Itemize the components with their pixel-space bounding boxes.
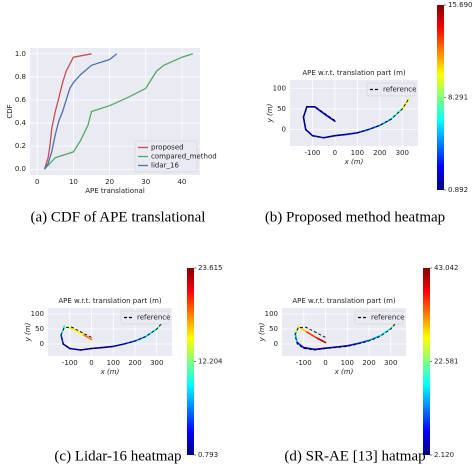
y-tick-label: 0 <box>274 340 278 348</box>
legend-label: compared_method <box>151 153 217 161</box>
colorbar-tick-label: 43.042 <box>434 264 459 272</box>
series-line <box>43 53 92 170</box>
trajectory-segment <box>379 327 392 337</box>
colorbar <box>437 5 444 190</box>
trajectory-segment <box>346 342 359 347</box>
series-line <box>303 98 410 139</box>
y-tick-label: 50 <box>269 325 278 333</box>
y-tick-label: 0.4 <box>15 119 27 127</box>
trajectory-segment <box>71 328 84 336</box>
x-tick-label: -100 <box>62 359 78 367</box>
trajectory-segment <box>297 325 307 333</box>
y-tick-label: 0.0 <box>15 165 26 173</box>
y-axis-label: y (m) <box>258 322 266 342</box>
y-tick-label: 0 <box>282 126 286 134</box>
caption: (a) CDF of APE translational <box>31 209 206 225</box>
colorbar-tick-label: 15.690 <box>448 1 473 9</box>
x-tick-label: 10 <box>69 178 78 186</box>
caption: (d) SR-AE [13] hatmap <box>284 448 425 464</box>
x-tick-label: 0 <box>89 359 93 367</box>
trajectory-segment <box>305 330 318 339</box>
colorbar-tick-label: 22.581 <box>434 358 459 366</box>
x-tick-label: 100 <box>351 149 364 157</box>
legend-box <box>354 310 404 325</box>
x-tick-label: -100 <box>305 149 321 157</box>
chart-title: APE w.r.t. translation part (m) <box>292 297 396 305</box>
chart-title: APE w.r.t. translation part (m) <box>302 69 406 77</box>
y-tick-label: 50 <box>277 105 286 113</box>
colorbar <box>423 268 430 455</box>
x-tick-label: 20 <box>105 178 114 186</box>
trajectory-segment <box>302 346 316 351</box>
trajectory-segment <box>316 337 327 344</box>
x-tick-label: 300 <box>396 149 409 157</box>
legend-box <box>134 140 198 173</box>
legend-label: reference <box>383 86 416 94</box>
trajectory-segment <box>335 344 349 348</box>
y-tick-label: 100 <box>265 310 278 318</box>
x-tick-label: 200 <box>373 149 386 157</box>
legend-label: reference <box>371 314 404 322</box>
x-tick-label: 0 <box>323 359 327 367</box>
x-tick-label: 0 <box>35 178 39 186</box>
colorbar <box>187 268 194 455</box>
legend-box <box>366 82 416 97</box>
x-tick-label: -100 <box>296 359 312 367</box>
colorbar-tick-label: 23.615 <box>198 264 223 272</box>
colorbar-tick-label: 0.892 <box>448 186 468 194</box>
x-tick-label: 300 <box>384 359 397 367</box>
colorbar-tick-label: 12.204 <box>198 358 223 366</box>
x-tick-label: 200 <box>128 359 141 367</box>
series-line <box>294 321 398 351</box>
x-axis-label: APE translational <box>85 187 145 195</box>
x-axis-label: x (m) <box>334 368 354 376</box>
x-tick-label: 30 <box>141 178 150 186</box>
colorbar-tick-label: 8.291 <box>448 94 468 102</box>
y-tick-label: 0.6 <box>15 96 27 104</box>
y-tick-label: 0.8 <box>15 73 26 81</box>
chart-title: APE w.r.t. translation part (m) <box>58 297 162 305</box>
series-line <box>44 53 193 170</box>
colorbar-tick-label: 0.793 <box>198 451 218 459</box>
x-tick-label: 100 <box>341 359 354 367</box>
y-tick-label: 0.2 <box>15 142 26 150</box>
y-tick-label: 100 <box>273 84 286 92</box>
legend-label: reference <box>137 314 170 322</box>
y-axis-label: y (m) <box>266 103 274 123</box>
caption: (c) Lidar-16 heatmap <box>54 448 181 464</box>
caption: (b) Proposed method heatmap <box>265 209 445 225</box>
x-tick-label: 300 <box>150 359 163 367</box>
trajectory-segment <box>357 339 370 345</box>
trajectory-segment <box>368 335 381 342</box>
x-tick-label: 40 <box>177 178 186 186</box>
y-tick-label: 0 <box>40 340 44 348</box>
trajectory-segment <box>325 114 336 123</box>
legend-box <box>120 310 170 325</box>
trajectory-segment <box>296 341 305 349</box>
x-axis-label: x (m) <box>100 368 120 376</box>
legend-label: proposed <box>151 144 184 152</box>
y-tick-label: 50 <box>35 325 44 333</box>
trajectory-segment <box>390 108 404 120</box>
y-tick-label: 100 <box>31 310 44 318</box>
y-tick-label: 1.0 <box>15 50 26 58</box>
x-axis-label: x (m) <box>344 158 364 166</box>
series-line <box>43 53 118 170</box>
legend-label: lidar_16 <box>151 162 179 170</box>
y-axis-label: CDF <box>6 104 14 118</box>
trajectory-segment <box>82 333 93 341</box>
x-tick-label: 200 <box>362 359 375 367</box>
series-line <box>60 321 164 351</box>
x-tick-label: 100 <box>107 359 120 367</box>
y-axis-label: y (m) <box>24 322 32 342</box>
colorbar-tick-label: 2.120 <box>434 451 454 459</box>
x-tick-label: 0 <box>333 149 337 157</box>
